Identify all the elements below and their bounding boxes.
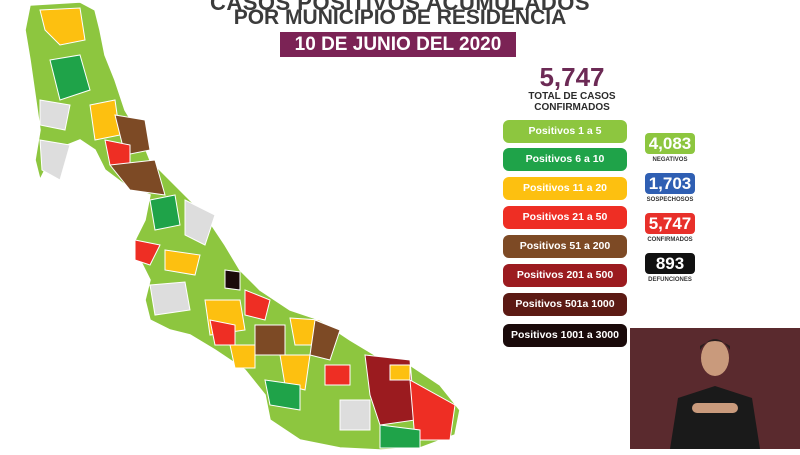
region <box>89 99 121 141</box>
legend-item: Positivos 11 a 20 <box>503 177 627 200</box>
legend-item: Positivos 201 a 500 <box>503 264 627 287</box>
title-line-1: CASOS POSITIVOS ACUMULADOS <box>209 0 591 15</box>
region <box>409 379 456 441</box>
region <box>264 379 301 411</box>
region <box>104 139 131 166</box>
region <box>134 239 161 266</box>
legend-item: Positivos 1001 a 3000 <box>503 324 627 347</box>
stat-label: DEFUNCIONES <box>648 277 692 283</box>
region <box>184 199 216 246</box>
stat-value: 4,083 <box>645 133 695 154</box>
region <box>309 319 341 361</box>
sign-language-interpreter <box>630 328 800 449</box>
region <box>164 249 201 276</box>
region <box>254 324 286 356</box>
date-banner: 10 DE JUNIO DEL 2020 <box>280 32 516 57</box>
legend-item: Positivos 51 a 200 <box>503 235 627 258</box>
legend-item: Positivos 1 a 5 <box>503 120 627 143</box>
total-cases-value: 5,747 <box>539 62 605 92</box>
legend-item: Positivos 6 a 10 <box>503 148 627 171</box>
region <box>279 354 311 391</box>
region <box>389 364 411 381</box>
region <box>379 424 421 449</box>
region <box>49 54 91 101</box>
stat-label: NEGATIVOS <box>652 157 688 163</box>
region <box>149 194 181 231</box>
region <box>229 344 256 369</box>
region <box>339 399 371 431</box>
stat-value: 1,703 <box>645 173 695 194</box>
legend-item: Positivos 501a 1000 <box>503 293 627 316</box>
legend-item: Positivos 21 a 50 <box>503 206 627 229</box>
region <box>39 139 71 181</box>
region <box>244 289 271 321</box>
region <box>39 7 86 46</box>
stat-value: 893 <box>645 253 695 274</box>
region <box>209 319 236 346</box>
region <box>109 159 166 196</box>
title-line-2: POR MUNICIPIO DE RESIDENCIA <box>233 6 567 29</box>
veracruz-map <box>24 1 461 451</box>
stat-label: SOSPECHOSOS <box>646 197 694 203</box>
region <box>39 99 71 131</box>
total-cases-label: TOTAL DE CASOS CONFIRMADOS <box>528 91 616 113</box>
stat-value: 5,747 <box>645 213 695 234</box>
region <box>224 269 241 291</box>
stat-label: CONFIRMADOS <box>647 237 693 243</box>
region <box>149 281 191 316</box>
region <box>324 364 351 386</box>
